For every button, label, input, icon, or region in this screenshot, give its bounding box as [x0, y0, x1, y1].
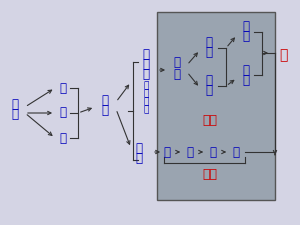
Text: 晋: 晋: [136, 151, 142, 164]
Text: 北: 北: [242, 20, 250, 34]
Text: 十: 十: [142, 47, 149, 61]
Text: 魏: 魏: [173, 68, 181, 81]
Text: 陈: 陈: [232, 146, 239, 158]
Text: 宋: 宋: [164, 146, 170, 158]
Text: 周: 周: [242, 74, 250, 86]
Text: 北: 北: [242, 63, 250, 76]
Text: 齐: 齐: [187, 146, 194, 158]
Text: 隋: 隋: [279, 48, 287, 62]
Text: 六: 六: [142, 58, 149, 70]
Text: 东: 东: [11, 99, 19, 112]
Text: 南朝: 南朝: [202, 169, 217, 182]
Text: 北: 北: [173, 56, 181, 70]
Text: 西: 西: [101, 94, 109, 106]
Text: 齐: 齐: [242, 31, 250, 43]
Bar: [157, 12, 275, 200]
Text: 汉: 汉: [11, 108, 19, 122]
Text: 北朝: 北朝: [202, 113, 217, 126]
Text: 蜀: 蜀: [59, 106, 67, 119]
Text: 魏: 魏: [206, 85, 212, 97]
Text: 晋: 晋: [101, 104, 109, 117]
Text: 魏: 魏: [59, 81, 67, 94]
Text: 秦: 秦: [143, 97, 149, 106]
Text: （: （: [143, 81, 149, 90]
Text: 前: 前: [143, 90, 149, 99]
Text: 西: 西: [206, 74, 212, 88]
Text: ）: ）: [143, 106, 149, 115]
Text: 国: 国: [142, 68, 149, 81]
Text: 东: 东: [136, 142, 142, 155]
Text: 梁: 梁: [209, 146, 217, 158]
Text: 魏: 魏: [206, 47, 212, 59]
Text: 东: 东: [206, 36, 212, 50]
Text: 吴: 吴: [59, 131, 67, 144]
